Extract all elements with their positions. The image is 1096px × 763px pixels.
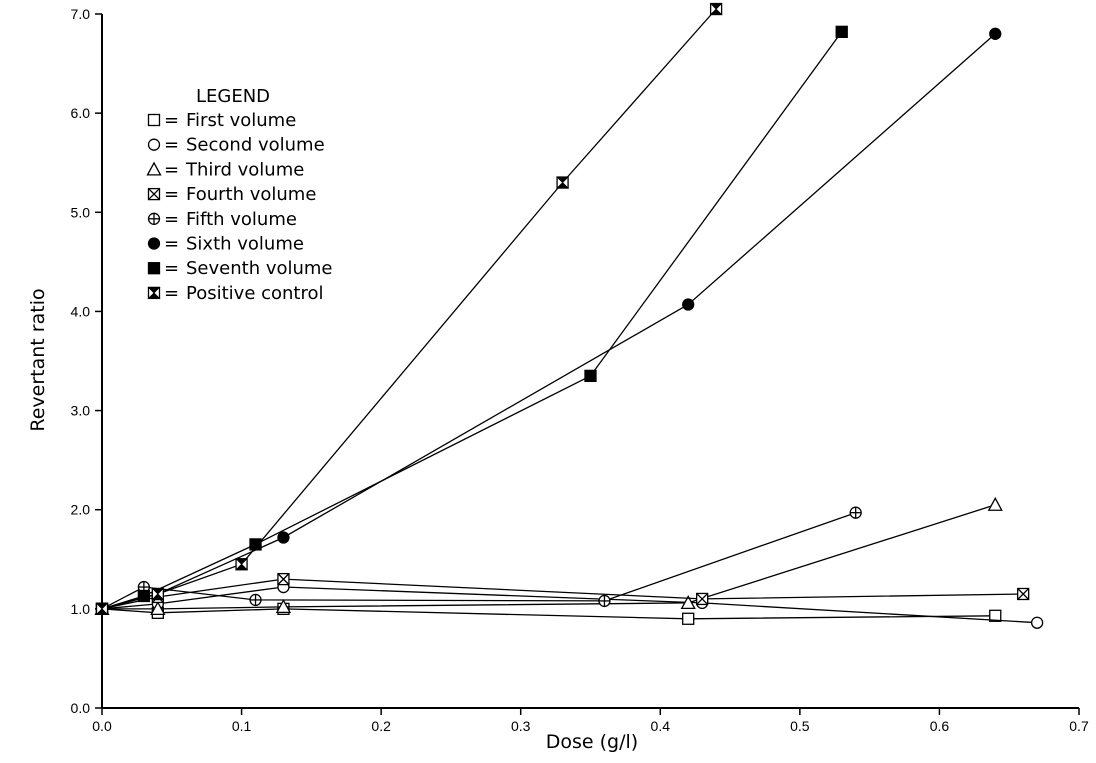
legend-marker <box>147 113 161 127</box>
data-point <box>709 2 723 16</box>
data-point <box>598 594 611 608</box>
legend-marker <box>147 212 161 225</box>
data-point <box>137 589 151 603</box>
series-line <box>101 8 717 610</box>
y-tick-label: 2.0 <box>71 502 91 518</box>
x-tick-label: 0.3 <box>511 718 531 734</box>
data-point <box>989 27 1002 40</box>
data-point <box>989 609 1002 622</box>
data-point <box>150 600 166 616</box>
legend-entry: = First volume <box>147 110 296 131</box>
data-point <box>682 612 695 625</box>
legend: LEGEND = First volume = Second volume = Third… <box>146 86 333 304</box>
x-tick-label: 0.4 <box>651 718 671 734</box>
legend-entry: = Second volume <box>147 135 325 156</box>
legend-marker <box>147 286 161 300</box>
legend-separator: = <box>164 283 179 304</box>
data-point <box>151 587 165 601</box>
legend-entry: = Fourth volume <box>147 184 316 205</box>
series-group <box>94 2 1044 629</box>
legend-label: Seventh volume <box>186 258 333 279</box>
legend-title: LEGEND <box>196 86 270 107</box>
data-point <box>95 602 109 616</box>
legend-marker <box>147 187 161 201</box>
data-point <box>235 558 249 571</box>
y-tick-label: 1.0 <box>71 601 91 617</box>
legend-separator: = <box>164 159 179 180</box>
legend-marker <box>147 262 161 275</box>
data-point <box>682 298 695 311</box>
data-point <box>987 496 1003 511</box>
legend-label: Sixth volume <box>186 234 304 255</box>
legend-entry: = Third volume <box>146 159 304 180</box>
legend-separator: = <box>164 184 179 205</box>
legend-entry: = Seventh volume <box>147 258 333 279</box>
data-point <box>680 595 696 610</box>
y-tick-label: 6.0 <box>71 105 91 121</box>
legend-entry: = Positive control <box>147 283 324 304</box>
legend-label: Second volume <box>186 135 325 156</box>
data-point <box>249 538 262 551</box>
legend-label: Positive control <box>186 283 324 304</box>
legend-separator: = <box>164 234 179 255</box>
x-tick-label: 0.6 <box>930 718 950 734</box>
data-point <box>277 572 290 586</box>
data-point <box>1030 616 1044 629</box>
x-axis-ticks: 0.0 0.1 0.2 0.3 0.4 0.5 0.6 0.7 <box>92 708 1089 734</box>
legend-label: Third volume <box>185 159 304 180</box>
legend-label: Fifth volume <box>186 209 297 230</box>
data-point <box>835 25 848 38</box>
data-point <box>584 369 597 383</box>
legend-entry: = Sixth volume <box>147 234 304 255</box>
legend-items: = First volume = Second volume = Third volume… <box>146 110 333 304</box>
x-tick-label: 0.1 <box>232 718 252 734</box>
legend-label: First volume <box>186 110 296 131</box>
y-axis-ticks: 0.0 1.0 2.0 3.0 4.0 5.0 6.0 7.0 <box>71 6 102 716</box>
data-point <box>249 593 262 607</box>
x-tick-label: 0.7 <box>1069 718 1089 734</box>
y-tick-label: 5.0 <box>71 204 91 220</box>
legend-separator: = <box>164 258 179 279</box>
data-point <box>275 599 292 614</box>
series-2 <box>95 580 1044 629</box>
legend-marker <box>146 161 162 176</box>
legend-entry: = Fifth volume <box>147 209 297 230</box>
series-1 <box>95 602 1002 625</box>
legend-marker <box>147 237 161 250</box>
data-point <box>277 531 290 544</box>
series-line <box>101 608 996 620</box>
legend-label: Fourth volume <box>186 184 316 205</box>
x-axis-title: Dose (g/l) <box>546 731 638 753</box>
legend-separator: = <box>164 110 179 131</box>
data-point <box>696 592 709 606</box>
series-8 <box>95 2 723 616</box>
x-tick-label: 0.0 <box>92 718 112 734</box>
data-point <box>137 580 151 594</box>
y-tick-label: 3.0 <box>71 403 91 419</box>
x-tick-label: 0.5 <box>790 718 810 734</box>
legend-separator: = <box>164 135 179 156</box>
axes <box>101 14 1079 709</box>
y-tick-label: 4.0 <box>71 303 91 319</box>
y-tick-label: 0.0 <box>71 700 91 716</box>
y-tick-label: 7.0 <box>71 6 91 22</box>
data-point <box>1017 587 1030 601</box>
legend-separator: = <box>164 209 179 230</box>
data-point <box>849 506 862 519</box>
data-point <box>556 176 570 189</box>
y-axis-title: Revertant ratio <box>27 288 49 431</box>
x-tick-label: 0.2 <box>371 718 391 734</box>
legend-marker <box>147 138 161 151</box>
